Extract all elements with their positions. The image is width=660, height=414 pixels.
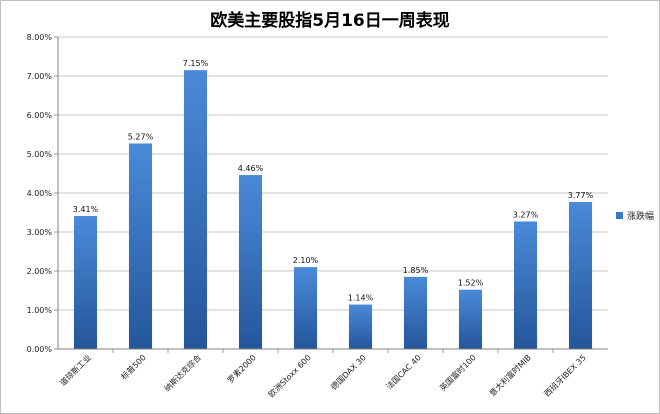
bar <box>513 221 538 349</box>
data-labels: 3.41% 5.27% 7.15% 4.46% 2.10% 1.14% 1.85% 1.52%… <box>73 59 594 302</box>
x-tick-label: 道琼斯工业 <box>58 352 93 387</box>
y-tick-label: 1.00% <box>27 306 53 315</box>
y-tick-label: 3.00% <box>27 228 53 237</box>
y-axis-tick-labels: 0.00% 1.00% 2.00% 3.00% 4.00% 5.00% 6.00% 7.00%… <box>27 33 53 354</box>
bars <box>73 70 593 350</box>
data-label: 3.27% <box>513 210 539 219</box>
x-tick-label: 标普500 <box>119 352 148 381</box>
chart-title: 欧美主要股指5月16日一周表现 <box>210 11 450 31</box>
bar <box>348 304 373 349</box>
x-axis-tick-labels: 道琼斯工业 标普500 纳斯达克综合 罗素2000 欧洲Stoxx 600 德国DAX 3… <box>58 352 588 399</box>
y-tick-label: 4.00% <box>27 189 53 198</box>
legend-swatch <box>616 212 623 219</box>
bar <box>183 70 208 350</box>
data-label: 1.14% <box>348 294 374 303</box>
data-label: 4.46% <box>238 164 264 173</box>
legend-label: 涨跌幅 <box>627 212 655 222</box>
data-label: 3.77% <box>568 191 594 200</box>
data-label: 3.41% <box>73 205 99 214</box>
y-tick-label: 7.00% <box>27 72 53 81</box>
bar <box>128 143 153 349</box>
bar <box>568 201 593 349</box>
y-tick-label: 5.00% <box>27 150 53 159</box>
x-tick-label: 罗素2000 <box>225 352 258 385</box>
y-tick-label: 8.00% <box>27 33 53 42</box>
x-tick-label: 德国DAX 30 <box>329 352 368 391</box>
bar <box>293 267 318 349</box>
x-tick-label: 法国CAC 40 <box>384 352 423 391</box>
x-tick-label: 英国富时100 <box>437 352 478 393</box>
data-label: 2.10% <box>293 256 319 265</box>
bar <box>73 216 98 349</box>
data-label: 7.15% <box>183 59 209 68</box>
data-label: 1.52% <box>458 279 484 288</box>
y-tick-label: 6.00% <box>27 111 53 120</box>
x-tick-label: 西班牙IBEX 35 <box>542 352 588 398</box>
bar <box>403 276 428 349</box>
x-tick-label: 纳斯达克综合 <box>162 352 203 393</box>
data-label: 1.85% <box>403 266 429 275</box>
axes <box>57 37 608 353</box>
y-tick-label: 2.00% <box>27 267 53 276</box>
legend: 涨跌幅 <box>616 209 654 222</box>
bar <box>238 175 263 349</box>
x-tick-label: 意大利富时MIB <box>487 352 533 398</box>
x-tick-label: 欧洲Stoxx 600 <box>266 352 313 399</box>
data-label: 5.27% <box>128 132 154 141</box>
y-tick-label: 0.00% <box>27 345 53 354</box>
bar <box>458 289 483 349</box>
